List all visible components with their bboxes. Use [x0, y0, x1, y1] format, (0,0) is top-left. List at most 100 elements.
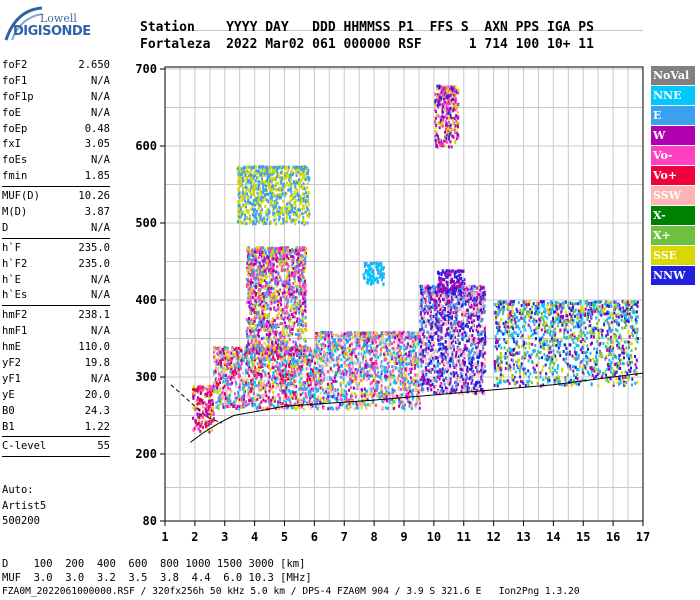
data-point-nne	[289, 390, 292, 394]
data-point-sse	[245, 190, 248, 194]
data-point-sse	[282, 199, 285, 203]
data-point-sse	[284, 326, 287, 330]
data-point-sse	[274, 195, 276, 199]
data-point-sse	[322, 356, 325, 360]
data-point-sse	[260, 315, 263, 319]
data-point-e	[246, 258, 249, 262]
data-point-e	[355, 343, 358, 347]
data-point-sse	[303, 328, 306, 332]
data-point-vo	[217, 378, 220, 381]
data-point-vo	[302, 345, 305, 349]
data-point-vo	[295, 351, 298, 355]
data-point-vo	[283, 363, 286, 367]
data-point-w	[236, 404, 239, 408]
data-point-w	[261, 312, 264, 316]
data-point-sse	[369, 403, 372, 407]
data-point-w	[372, 362, 375, 365]
data-point-vo	[209, 391, 212, 395]
data-point-sse	[278, 343, 281, 347]
data-point-nne	[393, 400, 396, 404]
data-point-e	[220, 352, 223, 356]
data-point-nne	[399, 366, 402, 370]
data-point-sse	[244, 346, 247, 350]
data-point-vo	[234, 372, 237, 376]
data-point-e	[406, 399, 409, 403]
data-point-ssw	[319, 354, 322, 358]
data-point-vo	[226, 362, 229, 366]
data-point-vo	[286, 252, 289, 256]
data-point-nne	[413, 349, 416, 353]
data-point-sse	[242, 197, 245, 201]
data-point-sse	[387, 342, 390, 346]
data-point-w	[342, 350, 345, 354]
data-point-sse	[255, 303, 258, 307]
data-point-ssw	[329, 360, 332, 364]
data-point-nne	[377, 355, 379, 359]
data-point-w	[264, 270, 267, 274]
data-point-vo	[304, 394, 307, 397]
data-point-w	[325, 389, 328, 393]
data-point-sse	[269, 329, 272, 333]
data-point-w	[224, 397, 227, 401]
data-point-vo	[294, 370, 296, 374]
data-point-sse	[353, 378, 356, 382]
data-point-vo	[349, 377, 352, 381]
data-point-w	[268, 353, 271, 357]
data-point-sse	[296, 328, 299, 332]
data-point-sse	[267, 215, 269, 219]
data-point-vo	[299, 393, 302, 397]
data-point-w	[196, 422, 199, 426]
data-point-sse	[272, 348, 275, 352]
data-point-ssw	[361, 353, 364, 357]
data-point-sse	[281, 329, 284, 333]
data-point-vo	[281, 378, 284, 382]
data-point-vo	[196, 402, 199, 406]
data-point-ssw	[374, 351, 377, 355]
data-point-vo	[382, 400, 385, 404]
data-point-w	[406, 396, 409, 400]
data-point-ssw	[220, 401, 223, 405]
data-point-w	[351, 379, 354, 383]
data-point-w	[279, 374, 282, 378]
data-point-e	[287, 280, 290, 284]
data-point-sse	[345, 363, 348, 367]
data-point-vo	[213, 350, 215, 354]
data-point-vo	[234, 364, 236, 367]
data-point-sse	[260, 386, 263, 389]
data-point-sse	[334, 345, 337, 349]
data-point-sse	[380, 350, 383, 354]
data-point-e	[306, 380, 309, 384]
data-point-sse	[348, 405, 351, 409]
data-point-ssw	[278, 403, 281, 407]
data-point-e	[370, 374, 373, 378]
data-point-vo	[292, 282, 295, 285]
data-point-nne	[233, 400, 235, 404]
data-point-sse	[248, 188, 251, 192]
data-point-e	[391, 390, 394, 394]
data-point-w	[265, 301, 268, 305]
data-point-sse	[239, 169, 242, 173]
data-point-vo	[294, 266, 297, 270]
data-point-sse	[357, 333, 360, 336]
data-point-ssw	[232, 366, 235, 370]
data-point-w	[402, 360, 405, 364]
data-point-sse	[289, 257, 291, 260]
data-point-e	[281, 339, 284, 343]
data-point-vo	[198, 401, 200, 405]
data-point-vo	[245, 400, 248, 404]
data-point-vo	[348, 366, 351, 370]
data-point-sse	[248, 324, 251, 328]
data-point-e	[256, 273, 259, 277]
data-point-sse	[261, 355, 264, 358]
data-point-ssw	[414, 405, 417, 409]
data-point-nne	[292, 360, 295, 364]
data-point-sse	[298, 261, 301, 265]
data-point-vo	[283, 335, 286, 339]
data-point-sse	[275, 188, 278, 192]
data-point-e	[274, 323, 277, 327]
data-point-w	[408, 350, 411, 354]
data-point-sse	[201, 405, 204, 409]
data-point-w	[252, 308, 255, 312]
data-point-e	[402, 406, 405, 410]
data-point-w	[273, 318, 276, 322]
